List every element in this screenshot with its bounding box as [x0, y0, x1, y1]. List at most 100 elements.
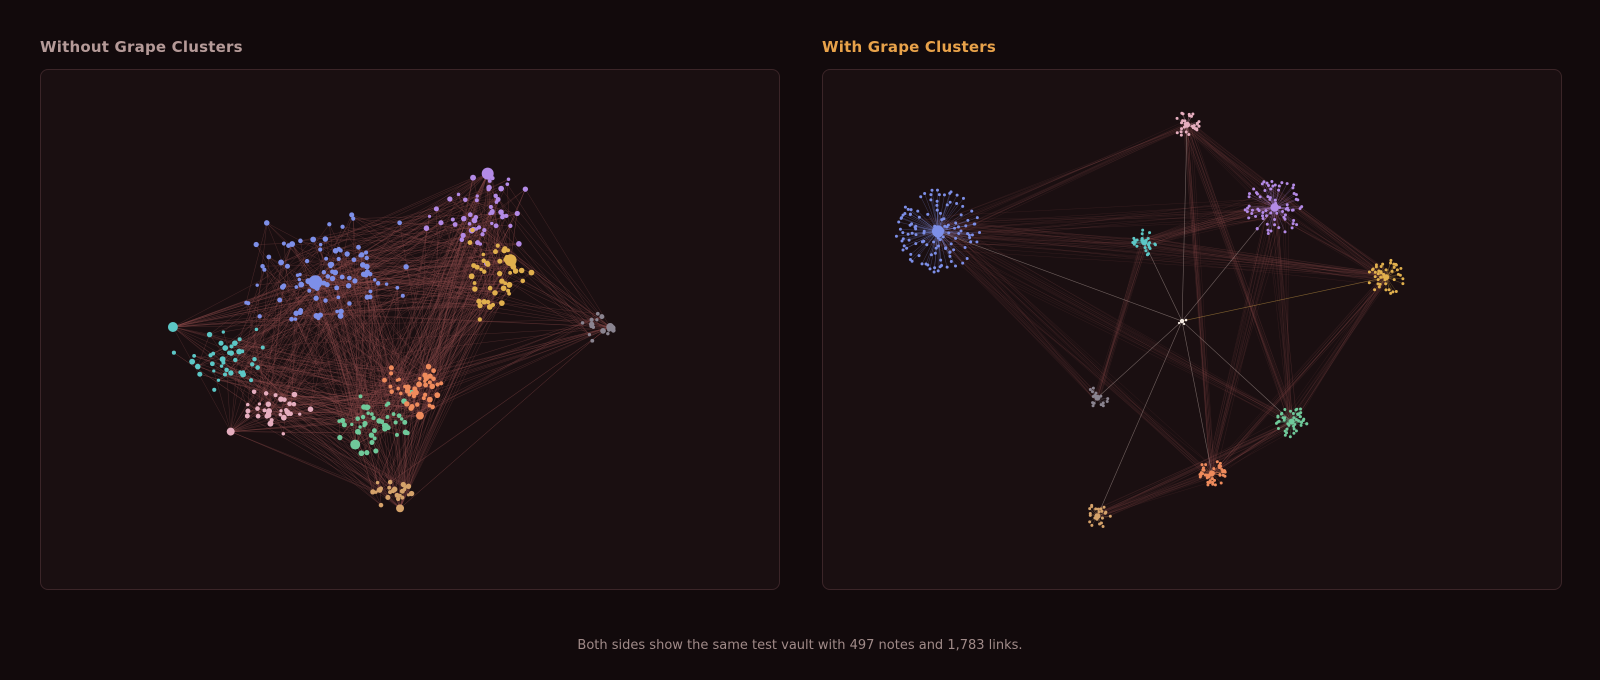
graph-panel-with-clusters[interactable] [822, 69, 1562, 590]
note-node[interactable] [423, 392, 428, 397]
note-node[interactable] [266, 408, 272, 415]
note-node[interactable] [914, 224, 918, 228]
hub-node[interactable] [308, 275, 323, 290]
note-node[interactable] [294, 285, 299, 289]
note-node[interactable] [370, 489, 376, 495]
note-node[interactable] [966, 218, 970, 222]
note-node[interactable] [1198, 475, 1202, 479]
note-node[interactable] [961, 204, 965, 208]
note-node[interactable] [1373, 275, 1377, 279]
note-node[interactable] [385, 415, 390, 419]
note-node[interactable] [1088, 387, 1092, 391]
note-node[interactable] [600, 328, 606, 334]
note-node[interactable] [969, 240, 973, 244]
note-node[interactable] [310, 236, 317, 243]
note-node[interactable] [481, 252, 486, 257]
note-node[interactable] [293, 317, 298, 321]
note-node[interactable] [1283, 429, 1287, 433]
note-node[interactable] [1090, 390, 1094, 394]
note-node[interactable] [507, 291, 512, 296]
note-node[interactable] [282, 397, 287, 402]
note-node[interactable] [1291, 186, 1295, 190]
note-node[interactable] [1281, 210, 1285, 214]
note-node[interactable] [267, 420, 274, 427]
note-node[interactable] [361, 404, 367, 410]
note-node[interactable] [1285, 182, 1289, 186]
note-node[interactable] [922, 239, 926, 243]
note-node[interactable] [1099, 507, 1103, 511]
note-node[interactable] [475, 194, 479, 198]
note-node[interactable] [409, 403, 415, 410]
note-node[interactable] [961, 261, 965, 265]
note-node[interactable] [1205, 476, 1209, 480]
note-node[interactable] [389, 371, 394, 376]
note-node[interactable] [334, 285, 340, 291]
note-node[interactable] [520, 278, 526, 284]
note-node[interactable] [1273, 183, 1277, 187]
note-node[interactable] [910, 231, 914, 235]
note-node[interactable] [1299, 423, 1303, 427]
note-node[interactable] [426, 396, 433, 403]
note-node[interactable] [1283, 407, 1287, 411]
note-node[interactable] [364, 263, 370, 270]
note-node[interactable] [946, 223, 950, 227]
note-node[interactable] [1088, 507, 1092, 511]
note-node[interactable] [1218, 473, 1222, 477]
note-node[interactable] [396, 413, 402, 419]
note-node[interactable] [1273, 198, 1277, 202]
note-node[interactable] [1088, 511, 1092, 515]
note-node[interactable] [970, 233, 974, 237]
note-node[interactable] [1283, 433, 1287, 437]
note-node[interactable] [1276, 415, 1280, 419]
note-node[interactable] [197, 371, 203, 377]
note-node[interactable] [368, 432, 375, 438]
note-node[interactable] [324, 256, 329, 261]
note-node[interactable] [351, 216, 356, 221]
note-node[interactable] [932, 240, 936, 244]
note-node[interactable] [192, 354, 197, 358]
note-node[interactable] [1389, 291, 1393, 295]
note-node[interactable] [1181, 119, 1185, 123]
note-node[interactable] [211, 351, 216, 356]
note-node[interactable] [298, 281, 305, 288]
note-node[interactable] [1260, 182, 1264, 186]
note-node[interactable] [266, 254, 272, 260]
note-node[interactable] [1250, 212, 1254, 216]
note-node[interactable] [492, 290, 498, 296]
note-node[interactable] [255, 365, 260, 370]
note-node[interactable] [375, 281, 381, 286]
hub-node[interactable] [350, 439, 361, 450]
note-node[interactable] [1217, 466, 1221, 470]
note-node[interactable] [1292, 219, 1296, 223]
note-node[interactable] [1184, 318, 1188, 322]
grape-cluster-orange[interactable] [1198, 460, 1227, 487]
note-node[interactable] [399, 417, 404, 421]
note-node[interactable] [423, 382, 428, 388]
note-node[interactable] [1223, 470, 1227, 474]
note-node[interactable] [495, 196, 501, 203]
note-node[interactable] [237, 337, 242, 342]
note-node[interactable] [1367, 281, 1371, 285]
note-node[interactable] [938, 238, 942, 242]
note-node[interactable] [1392, 278, 1396, 282]
note-node[interactable] [906, 207, 910, 211]
note-node[interactable] [508, 270, 513, 275]
note-node[interactable] [1395, 268, 1399, 272]
note-node[interactable] [244, 300, 249, 305]
note-node[interactable] [1275, 211, 1279, 215]
note-node[interactable] [908, 212, 912, 216]
note-node[interactable] [1401, 277, 1405, 281]
note-node[interactable] [389, 389, 394, 394]
note-node[interactable] [1179, 318, 1185, 324]
note-node[interactable] [384, 403, 389, 407]
note-node[interactable] [406, 493, 411, 497]
note-node[interactable] [948, 254, 952, 258]
note-node[interactable] [1263, 189, 1267, 193]
note-node[interactable] [447, 196, 453, 202]
note-node[interactable] [233, 357, 238, 363]
note-node[interactable] [1284, 207, 1288, 211]
note-node[interactable] [293, 310, 299, 316]
note-node[interactable] [944, 246, 948, 250]
note-node[interactable] [336, 295, 341, 300]
note-node[interactable] [1211, 482, 1215, 486]
